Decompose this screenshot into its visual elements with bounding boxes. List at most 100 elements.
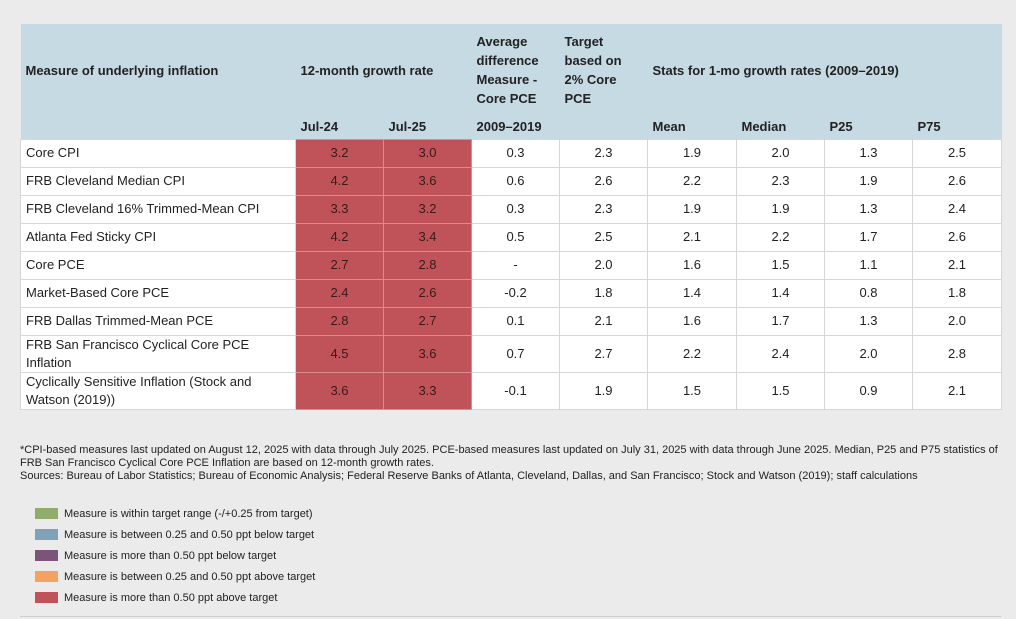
header-avg-diff: Average difference Measure - Core PCE	[471, 24, 560, 116]
cell: 2.5	[559, 222, 648, 252]
cell: 1.4	[647, 278, 737, 308]
cell: 1.5	[736, 250, 825, 280]
table-row: Market-Based Core PCE 2.4 2.6 -0.2 1.8 1.4 1.4…	[20, 278, 1002, 308]
cell: 2.5	[912, 138, 1002, 168]
header-blank	[559, 116, 648, 139]
subheader: Median	[736, 116, 825, 139]
cell: 1.6	[647, 306, 737, 336]
cell: 0.1	[471, 306, 560, 336]
table-row: FRB Cleveland 16% Trimmed-Mean CPI 3.3 3.2…	[20, 194, 1002, 224]
header-target: Target based on 2% Core PCE	[559, 24, 648, 116]
cell: 2.2	[736, 222, 825, 252]
header-blank	[20, 116, 296, 139]
cell: -0.2	[471, 278, 560, 308]
cell: 0.3	[471, 194, 560, 224]
legend-swatch	[35, 571, 58, 582]
cell: 2.7	[559, 334, 648, 373]
cell: 2.0	[824, 334, 913, 373]
row-label: Atlanta Fed Sticky CPI	[20, 222, 296, 252]
note: Sources: Bureau of Labor Statistics; Bur…	[20, 470, 918, 482]
cell: 1.6	[647, 250, 737, 280]
table-header: Measure of underlying inflation 12-month…	[20, 24, 1002, 139]
cell: 0.6	[471, 166, 560, 196]
cell: 1.8	[559, 278, 648, 308]
cell: 1.4	[736, 278, 825, 308]
legend: Measure is within target range (-/+0.25 …	[35, 503, 315, 608]
legend-swatch	[35, 529, 58, 540]
subheader: Jul-24	[295, 116, 384, 139]
cell: 3.4	[383, 222, 472, 252]
table-row: Core PCE 2.7 2.8-2.0 1.6 1.5 1.1 2.1	[20, 250, 1002, 280]
cell: -	[471, 250, 560, 280]
legend-label: Measure is within target range (-/+0.25 …	[64, 507, 313, 520]
subheader: Jul-25	[383, 116, 472, 139]
cell: 2.6	[559, 166, 648, 196]
legend-item: Measure is within target range (-/+0.25 …	[35, 503, 315, 524]
legend-item: Measure is between 0.25 and 0.50 ppt abo…	[35, 566, 315, 587]
cell: 2.0	[912, 306, 1002, 336]
cell: 1.7	[824, 222, 913, 252]
cell: 1.9	[559, 371, 648, 410]
cell: 2.1	[559, 306, 648, 336]
cell: 1.8	[912, 278, 1002, 308]
cell: -0.1	[471, 371, 560, 410]
cell: 0.9	[824, 371, 913, 410]
cell: 3.2	[383, 194, 472, 224]
cell: 2.7	[295, 250, 384, 280]
cell: 4.2	[295, 222, 384, 252]
cell: 0.7	[471, 334, 560, 373]
table-body: Core CPI 3.2 3.0 0.3 2.3 1.9 2.0 1.3 2.5 FRB Clev…	[20, 138, 1002, 410]
legend-swatch	[35, 508, 58, 519]
cell: 1.1	[824, 250, 913, 280]
cell: 1.3	[824, 138, 913, 168]
cell: 4.5	[295, 334, 384, 373]
cell: 2.0	[559, 250, 648, 280]
table-row: FRB San Francisco Cyclical Core PCE Infl…	[20, 334, 1002, 373]
cell: 3.3	[383, 371, 472, 410]
cell: 4.2	[295, 166, 384, 196]
legend-label: Measure is between 0.25 and 0.50 ppt abo…	[64, 570, 316, 583]
cell: 3.0	[383, 138, 472, 168]
cell: 0.3	[471, 138, 560, 168]
cell: 2.1	[647, 222, 737, 252]
cell: 1.9	[824, 166, 913, 196]
cell: 2.4	[912, 194, 1002, 224]
cell: 2.3	[559, 194, 648, 224]
cell: 2.3	[559, 138, 648, 168]
row-label: Core CPI	[20, 138, 296, 168]
header-growth: 12-month growth rate	[295, 24, 472, 116]
table-row: Atlanta Fed Sticky CPI 4.2 3.4 0.5 2.5 2.1 2.2…	[20, 222, 1002, 252]
cell: 2.2	[647, 334, 737, 373]
table-wrap: Measure of underlying inflation 12-month…	[20, 24, 1002, 410]
table-row: FRB Dallas Trimmed-Mean PCE 2.8 2.7 0.1 2.1 1…	[20, 306, 1002, 336]
cell: 1.5	[736, 371, 825, 410]
cell: 3.2	[295, 138, 384, 168]
header-stats: Stats for 1-mo growth rates (2009–2019)	[647, 24, 1002, 116]
cell: 2.6	[912, 166, 1002, 196]
cell: 1.3	[824, 306, 913, 336]
cell: 2.8	[295, 306, 384, 336]
cell: 2.3	[736, 166, 825, 196]
cell: 2.6	[912, 222, 1002, 252]
cell: 2.1	[912, 371, 1002, 410]
table-row: Cyclically Sensitive Inflation (Stock an…	[20, 371, 1002, 410]
subheader: 2009–2019	[471, 116, 560, 139]
subheader: P25	[824, 116, 913, 139]
legend-item: Measure is more than 0.50 ppt below targ…	[35, 545, 315, 566]
legend-swatch	[35, 592, 58, 603]
cell: 3.6	[383, 166, 472, 196]
cell: 2.2	[647, 166, 737, 196]
subheader: Mean	[647, 116, 737, 139]
row-label: Market-Based Core PCE	[20, 278, 296, 308]
row-label: FRB San Francisco Cyclical Core PCE Infl…	[20, 334, 296, 373]
table-row: FRB Cleveland Median CPI 4.2 3.6 0.6 2.6 2.2 2…	[20, 166, 1002, 196]
legend-swatch	[35, 550, 58, 561]
inflation-table: Measure of underlying inflation 12-month…	[20, 24, 1002, 410]
legend-label: Measure is more than 0.50 ppt below targ…	[64, 549, 277, 562]
cell: 1.3	[824, 194, 913, 224]
header-measure: Measure of underlying inflation	[20, 24, 296, 116]
row-label: FRB Cleveland Median CPI	[20, 166, 296, 196]
cell: 1.7	[736, 306, 825, 336]
legend-item: Measure is between 0.25 and 0.50 ppt bel…	[35, 524, 315, 545]
table-row: Core CPI 3.2 3.0 0.3 2.3 1.9 2.0 1.3 2.5	[20, 138, 1002, 168]
